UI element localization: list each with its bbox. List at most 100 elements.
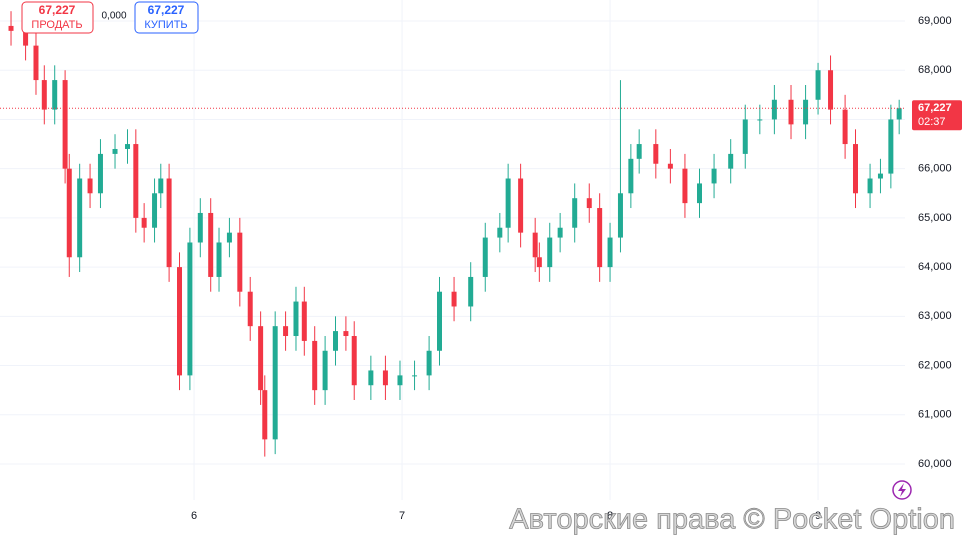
watermark: Авторские права © Pocket Option xyxy=(509,504,955,536)
candle-body xyxy=(133,144,139,218)
candle-body xyxy=(468,276,474,307)
y-tick-label: 64,000 xyxy=(918,261,952,273)
candle-body xyxy=(426,350,432,376)
candle-body xyxy=(247,291,253,327)
candle-body xyxy=(888,119,894,174)
candle-body xyxy=(23,30,29,46)
y-tick-label: 69,000 xyxy=(918,15,952,27)
candle-body xyxy=(351,336,357,386)
candle-body xyxy=(437,291,443,351)
candle-body xyxy=(867,178,873,194)
candle-body xyxy=(877,173,883,179)
y-tick-label: 66,000 xyxy=(918,163,952,175)
candle-body xyxy=(112,148,118,154)
candle-body xyxy=(842,109,848,145)
candle-body xyxy=(771,99,777,120)
axes: 60,000 61,000 62,000 63,000 64,000 65,000 66,0… xyxy=(0,15,962,522)
candle-body xyxy=(547,237,553,268)
candle-body xyxy=(828,70,834,110)
candle-body xyxy=(301,301,307,341)
candle-body xyxy=(208,212,214,277)
candle-body xyxy=(197,212,203,243)
candle-body xyxy=(312,340,318,391)
candle-body xyxy=(158,178,164,194)
x-tick-label: 6 xyxy=(191,510,197,522)
candle-body xyxy=(788,99,794,125)
candle-body xyxy=(187,242,193,376)
candle-body xyxy=(322,350,328,391)
candle-body xyxy=(728,153,734,169)
candle-body xyxy=(8,25,14,31)
candle-body xyxy=(52,80,58,110)
y-tick-label: 65,000 xyxy=(918,212,952,224)
candle-body xyxy=(536,257,542,268)
candle-body xyxy=(815,70,821,100)
candle-body xyxy=(283,326,289,337)
candle-body xyxy=(77,178,83,258)
y-tick-label: 63,000 xyxy=(918,310,952,322)
candle-body xyxy=(653,144,659,164)
candle-body xyxy=(617,193,623,238)
candle-body xyxy=(505,178,511,228)
candle-body xyxy=(518,178,524,233)
candle-body xyxy=(33,45,39,81)
candle-body xyxy=(497,227,503,238)
timer-label: 02:37 xyxy=(918,116,946,128)
x-tick-label: 7 xyxy=(399,510,405,522)
lightning-glyph xyxy=(898,483,906,497)
candle-body xyxy=(532,232,538,258)
candles xyxy=(8,11,902,457)
x-tick-label: 8 xyxy=(607,510,613,522)
candle-body xyxy=(742,119,748,154)
candle-body xyxy=(343,331,349,337)
sell-button[interactable] xyxy=(21,1,94,34)
candle-body xyxy=(62,80,68,169)
buy-label: КУПИТЬ xyxy=(144,19,187,31)
x-tick-label: 9 xyxy=(815,510,821,522)
candle-body xyxy=(696,183,702,204)
spread: 0,000 xyxy=(101,11,126,22)
candle-body xyxy=(258,326,264,391)
candle-body xyxy=(586,198,592,209)
candle-body xyxy=(896,108,902,120)
candle-body xyxy=(412,375,418,377)
y-tick-label: 68,000 xyxy=(918,64,952,76)
candle-body xyxy=(667,163,673,169)
candle-body xyxy=(557,227,563,238)
candle-body xyxy=(66,168,72,258)
candle-body xyxy=(177,267,183,376)
candle-body xyxy=(237,232,243,292)
candle-body xyxy=(628,158,634,194)
candle-body xyxy=(333,331,339,351)
y-tick-label: 60,000 xyxy=(918,458,952,470)
candle-body xyxy=(482,237,488,277)
candle-body xyxy=(803,99,809,125)
candle-body xyxy=(166,178,172,268)
candle-body xyxy=(382,370,388,386)
candle-body xyxy=(607,237,613,268)
candle-body xyxy=(141,217,147,228)
candle-body xyxy=(711,168,717,184)
candle-body xyxy=(226,232,232,243)
current-price-box xyxy=(912,100,962,131)
candle-body xyxy=(262,390,268,440)
y-tick-label: 61,000 xyxy=(918,409,952,421)
current-price-label: 67,227 xyxy=(918,102,952,114)
candle-body xyxy=(152,193,158,228)
candle-body xyxy=(293,301,299,337)
candle-body xyxy=(97,153,103,194)
candle-body xyxy=(397,375,403,386)
candle-body xyxy=(125,144,131,149)
sell-price: 67,227 xyxy=(39,3,76,17)
candle-body xyxy=(216,242,222,277)
buy-button[interactable] xyxy=(134,1,199,34)
candle-body xyxy=(368,370,374,386)
candle-body xyxy=(852,144,858,194)
sell-label: ПРОДАТЬ xyxy=(31,19,82,31)
candle-body xyxy=(272,326,278,440)
candle-body xyxy=(87,178,93,194)
candle-body xyxy=(636,144,642,159)
candle-body xyxy=(757,119,763,121)
